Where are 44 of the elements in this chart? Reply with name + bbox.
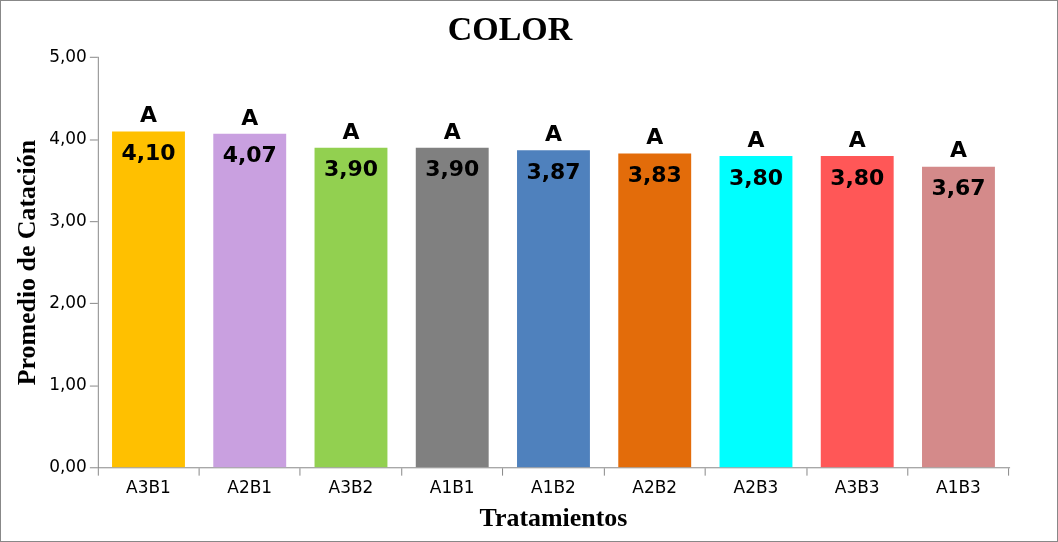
annotation: A (544, 121, 562, 147)
x-tick-label: A1B3 (936, 477, 981, 498)
data-label: 3,83 (627, 162, 682, 188)
data-label: 3,90 (323, 156, 379, 182)
bar (112, 131, 185, 468)
y-axis-title: Promedio de Catación (12, 139, 42, 386)
y-tick-label: 5,00 (49, 46, 87, 66)
x-tick-label: A2B1 (227, 477, 273, 498)
x-tick-label: A3B2 (328, 477, 374, 498)
annotation: A (241, 104, 259, 130)
chart-title: COLOR (447, 10, 573, 48)
bar (922, 166, 995, 468)
data-label: 3,67 (931, 175, 986, 201)
y-tick-label: 0,00 (49, 456, 87, 477)
bar (719, 156, 793, 468)
data-label: 3,87 (526, 158, 581, 184)
annotation: A (747, 126, 765, 152)
annotation: A (342, 118, 360, 144)
annotation: A (140, 102, 158, 128)
data-label: 4,07 (222, 142, 277, 168)
annotation: A (646, 124, 664, 150)
x-tick-label: A2B3 (733, 477, 779, 498)
bar (820, 156, 894, 468)
y-tick-label: 4,00 (49, 128, 87, 149)
x-tick-label: A3B3 (834, 477, 880, 498)
x-tick-label: A2B2 (632, 477, 678, 498)
annotation: A (848, 126, 866, 152)
data-label: 3,80 (830, 164, 885, 190)
data-label: 3,90 (425, 156, 480, 182)
bar (517, 150, 590, 468)
data-label: 3,80 (728, 164, 784, 190)
y-tick-label: 3,00 (49, 210, 87, 231)
x-tick-label: A1B2 (531, 477, 576, 498)
annotation: A (443, 118, 461, 144)
x-axis-title: Tratamientos (479, 503, 628, 533)
annotation: A (949, 137, 967, 163)
x-tick-label: A3B1 (126, 477, 171, 498)
y-tick-label: 1,00 (49, 374, 87, 395)
data-label: 4,10 (121, 140, 176, 166)
bar (314, 147, 388, 468)
y-tick-label: 2,00 (49, 292, 87, 313)
bar (213, 133, 287, 468)
x-tick-label: A1B1 (429, 477, 475, 498)
bar (618, 153, 692, 468)
